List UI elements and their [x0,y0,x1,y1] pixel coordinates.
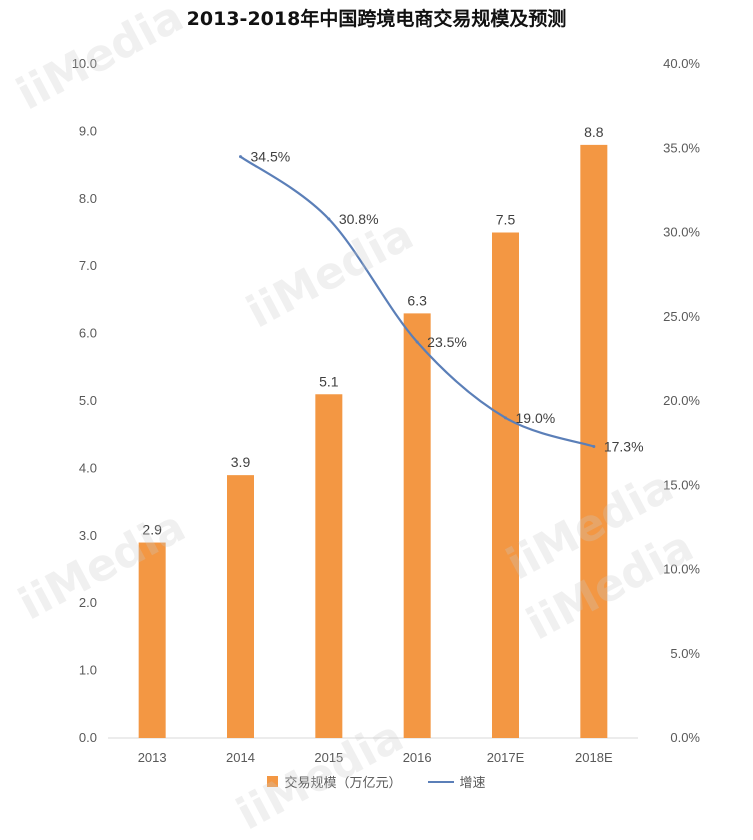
legend-swatch-bar [267,776,279,787]
x-tick-label: 2014 [226,750,255,765]
y-right-tick-label: 5.0% [670,646,700,661]
y-right-tick-label: 10.0% [663,562,700,577]
legend: 交易规模（万亿元） 增速 [0,772,753,791]
bar-data-label: 6.3 [407,292,427,308]
bar [227,475,254,738]
legend-swatch-line [427,780,454,783]
y-right-tick-label: 35.0% [663,140,700,155]
bar-data-label: 7.5 [496,212,516,228]
bar [492,232,519,738]
legend-item-line: 增速 [427,772,486,791]
y-right-tick-label: 20.0% [663,393,700,408]
growth-point [327,217,331,221]
x-tick-label: 2013 [138,750,167,765]
y-left-tick-label: 4.0 [79,460,97,475]
growth-data-label: 30.8% [339,211,379,227]
bar-data-label: 3.9 [231,454,251,470]
x-tick-label: 2017E [487,750,525,765]
y-left-tick-label: 5.0 [79,393,97,408]
bar [315,394,343,738]
bar [403,313,431,738]
y-left-tick-label: 8.0 [79,191,97,206]
growth-point [504,416,507,420]
chart-svg: 0.0 1.0 2.0 3.0 4.0 5.0 6.0 7.0 8.0 9.0 10.0 0.0% 5.… [72,56,701,765]
bar [138,542,166,738]
legend-label-bar: 交易规模（万亿元） [284,776,402,791]
y-right-tick-label: 0.0% [670,730,700,745]
bar-data-label: 2.9 [142,522,162,538]
growth-line [239,155,595,448]
growth-point [239,155,242,159]
x-tick-label: 2018E [575,750,613,765]
y-left-tick-label: 9.0 [79,123,97,138]
growth-data-label: 34.5% [251,149,291,165]
y-left-tick-label: 10.0 [72,56,97,71]
bar [580,144,608,738]
y-right-tick-label: 15.0% [663,477,700,492]
growth-data-label: 23.5% [427,334,467,350]
y-right-tick-label: 25.0% [663,309,700,324]
y-right-tick-label: 40.0% [663,56,700,71]
growth-point [592,444,596,448]
legend-item-bar: 交易规模（万亿元） [267,772,402,791]
y-left-tick-label: 6.0 [79,326,97,341]
y-left-tick-label: 7.0 [79,258,97,273]
chart-title: 2013-2018年中国跨境电商交易规模及预测 [186,8,567,30]
x-tick-label: 2016 [403,750,432,765]
legend-label-line: 增速 [459,776,486,791]
y-left-tick-label: 0.0 [79,730,97,745]
growth-data-label: 19.0% [516,410,556,426]
bar-data-label: 8.8 [584,124,604,140]
x-tick-label: 2015 [314,750,343,765]
growth-data-label: 17.3% [604,438,644,454]
y-left-tick-label: 3.0 [79,528,97,543]
y-right-tick-label: 30.0% [663,225,700,240]
y-left-tick-label: 1.0 [79,663,97,678]
y-left-tick-label: 2.0 [79,595,97,610]
bar-data-label: 5.1 [319,373,339,389]
growth-point [415,340,419,344]
